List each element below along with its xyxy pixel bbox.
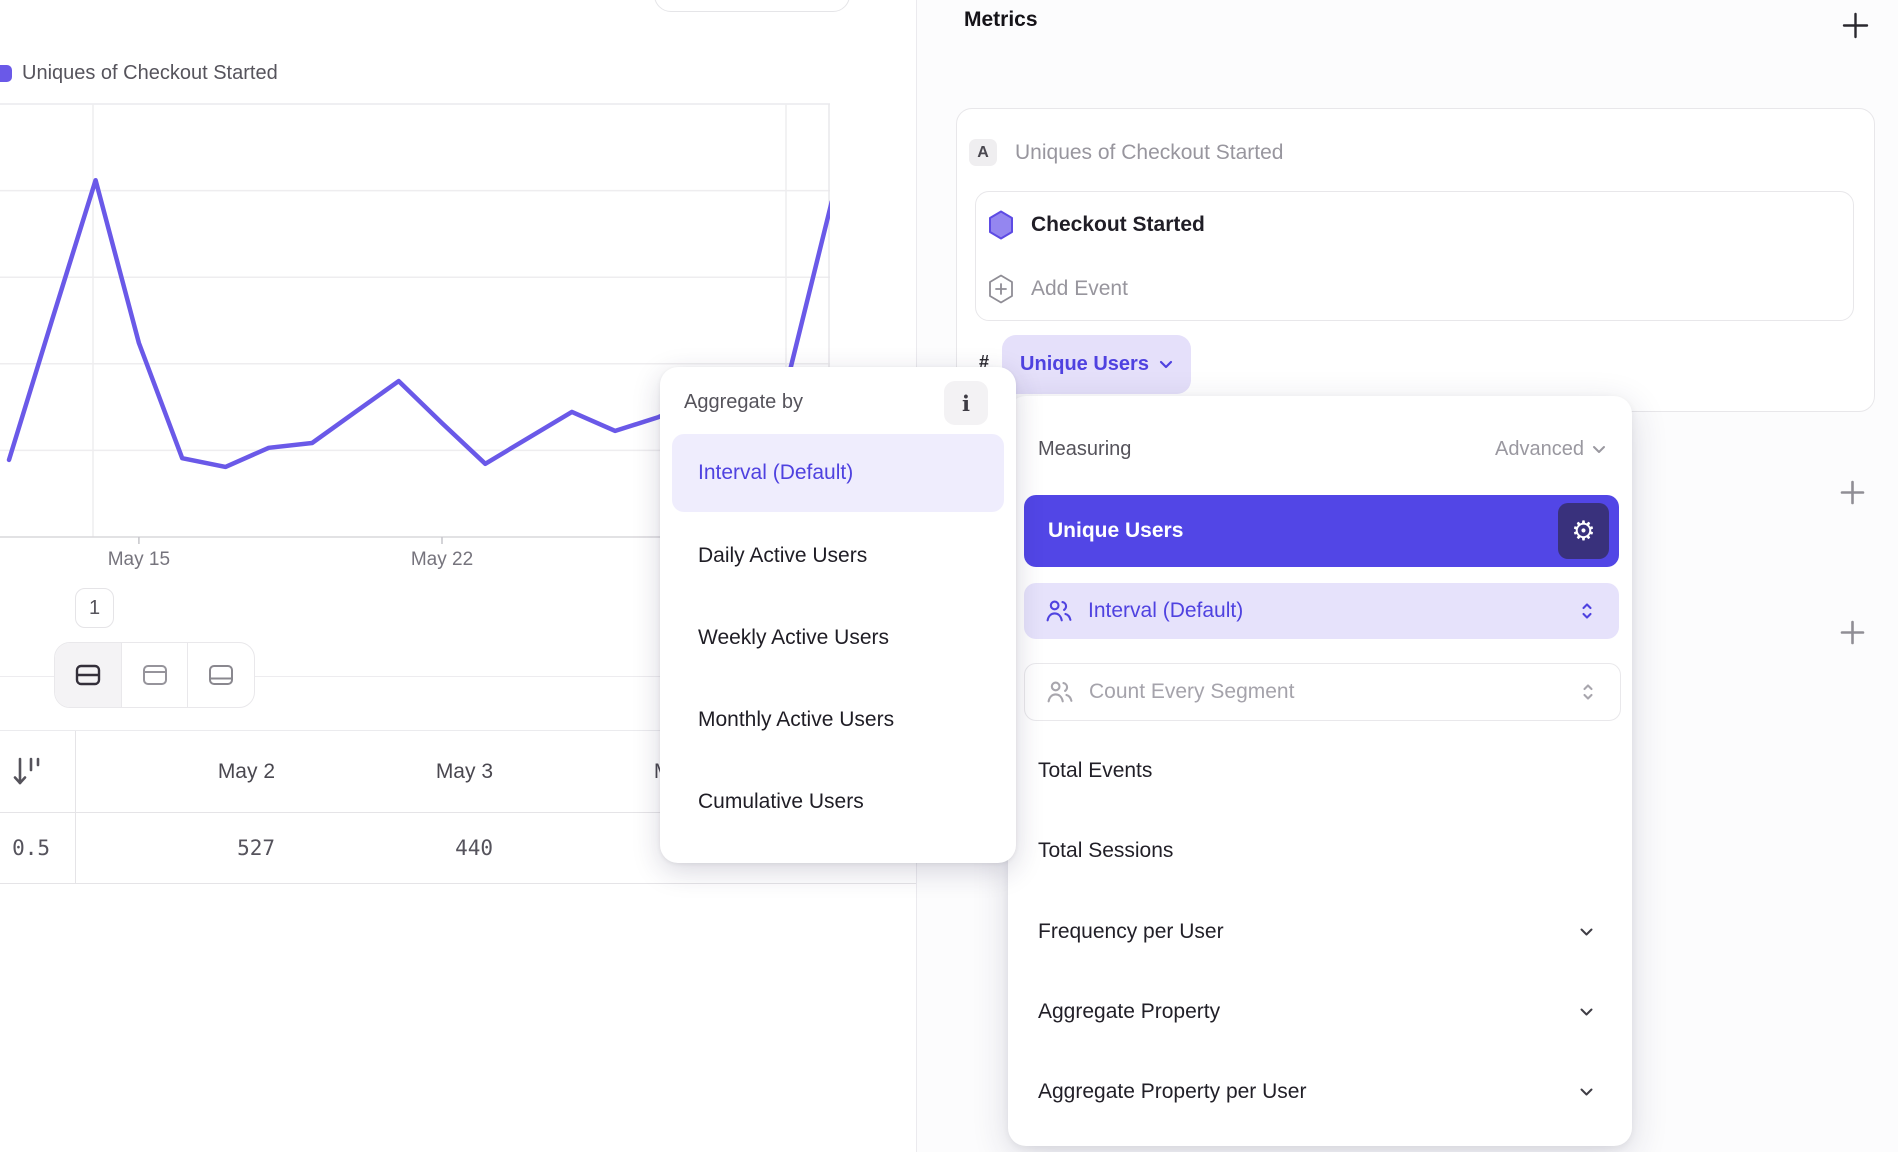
settings-button[interactable]: ⚙ [1558, 503, 1609, 559]
add-event-hexagon-icon [989, 274, 1013, 304]
measuring-item-frequency-per-user[interactable]: Frequency per User [1008, 904, 1632, 960]
measuring-item-aggregate-property[interactable]: Aggregate Property [1008, 984, 1632, 1040]
aggregate-menu-item-interval-default[interactable]: Interval (Default) [672, 434, 1004, 512]
section-divider [0, 676, 916, 677]
event-name: Checkout Started [1031, 213, 1205, 236]
add-event-row[interactable]: Add Event [988, 272, 1128, 306]
layout-bottom-icon [209, 665, 234, 685]
add-event-label: Add Event [1031, 277, 1128, 300]
segment-select-label: Count Every Segment [1089, 680, 1295, 703]
table-column-header[interactable]: May 2 [217, 759, 275, 783]
aggregate-menu-item-weekly-active-users[interactable]: Weekly Active Users [672, 598, 1004, 678]
chart-legend: Uniques of Checkout Started [0, 62, 278, 85]
chevron-down-icon [1580, 1088, 1593, 1096]
measure-label: Unique Users [1020, 353, 1149, 375]
layout-top-icon [142, 665, 167, 685]
add-metric-button[interactable] [1834, 4, 1876, 46]
layout-split-button[interactable] [55, 643, 122, 707]
aggregate-menu-item-cumulative-users[interactable]: Cumulative Users [672, 762, 1004, 842]
page-number-badge[interactable]: 1 [75, 588, 114, 628]
measuring-selected-label: Unique Users [1048, 519, 1184, 542]
sort-icon[interactable] [12, 755, 42, 789]
plus-icon [1842, 12, 1868, 38]
table-data-row: 0.5 527 440 [0, 813, 916, 884]
plus-icon [1840, 480, 1864, 504]
updown-chevrons-icon [1583, 684, 1593, 700]
updown-chevrons-icon [1582, 603, 1592, 619]
measuring-option-unique-users[interactable]: Unique Users ⚙ [1024, 495, 1619, 567]
menu-item-label: Frequency per User [1038, 920, 1224, 943]
measuring-item-aggregate-property-per-user[interactable]: Aggregate Property per User [1008, 1064, 1632, 1120]
table-column-header[interactable]: May 3 [435, 759, 493, 783]
legend-label: Uniques of Checkout Started [22, 62, 278, 84]
users-icon [1047, 681, 1073, 703]
metric-letter-badge: A [969, 139, 997, 166]
menu-item-label: Cumulative Users [698, 790, 864, 813]
menu-item-label: Monthly Active Users [698, 708, 895, 731]
aggregate-by-title: Aggregate by [684, 391, 803, 413]
chevron-down-icon [1159, 360, 1173, 369]
x-axis-tick-label: May 22 [410, 549, 474, 570]
interval-select[interactable]: Interval (Default) [1024, 583, 1619, 639]
metric-card: A Uniques of Checkout Started Checkout S… [956, 108, 1875, 412]
measuring-title: Measuring [1038, 438, 1132, 460]
table-row-label: 0.5 [12, 836, 50, 860]
layout-toggle-group [54, 642, 255, 708]
hexagon-event-icon [989, 210, 1013, 240]
interval-select-label: Interval (Default) [1088, 599, 1244, 622]
aggregate-by-popover: Aggregate by i Interval (Default) Daily A… [660, 367, 1016, 863]
layout-bottom-button[interactable] [188, 643, 254, 707]
advanced-toggle[interactable]: Advanced [1495, 438, 1606, 461]
layout-split-icon [75, 664, 101, 686]
layout-top-button[interactable] [122, 643, 189, 707]
measure-dropdown-button[interactable]: Unique Users [1002, 335, 1191, 394]
table-column-divider [75, 731, 76, 883]
count-symbol: # [979, 352, 990, 372]
menu-item-label: Aggregate Property [1038, 1000, 1221, 1023]
menu-item-label: Total Events [1038, 759, 1153, 782]
add-breakdown-button[interactable] [1834, 614, 1870, 650]
info-icon[interactable]: i [944, 381, 988, 425]
aggregate-menu-item-daily-active-users[interactable]: Daily Active Users [672, 516, 1004, 596]
plus-icon [1840, 620, 1864, 644]
menu-item-label: Weekly Active Users [698, 626, 889, 649]
menu-item-label: Interval (Default) [698, 461, 854, 484]
event-card: Checkout Started Add Event [975, 191, 1854, 321]
aggregate-menu-item-monthly-active-users[interactable]: Monthly Active Users [672, 680, 1004, 760]
metrics-panel-title: Metrics [964, 8, 1038, 31]
measuring-item-total-events[interactable]: Total Events [1008, 743, 1632, 799]
event-row[interactable]: Checkout Started [988, 208, 1205, 242]
add-filter-button[interactable] [1834, 474, 1870, 510]
x-axis-tick-label: May 15 [107, 549, 171, 570]
chevron-down-icon [1593, 446, 1605, 453]
chevron-down-icon [1580, 928, 1593, 936]
menu-item-label: Aggregate Property per User [1038, 1080, 1307, 1103]
menu-item-label: Daily Active Users [698, 544, 868, 567]
menu-item-label: Total Sessions [1038, 839, 1174, 862]
gear-icon: ⚙ [1571, 515, 1596, 547]
table-cell-value: 527 [237, 836, 275, 860]
x-axis-ticks [138, 537, 443, 544]
advanced-label: Advanced [1495, 438, 1584, 460]
table-cell-value: 440 [455, 836, 493, 860]
measuring-item-total-sessions[interactable]: Total Sessions [1008, 823, 1632, 879]
legend-color-marker [0, 65, 12, 82]
users-icon [1046, 600, 1072, 622]
measuring-popover: Measuring Advanced Unique Users ⚙ [1008, 396, 1632, 1146]
segment-select[interactable]: Count Every Segment [1024, 663, 1621, 721]
chevron-down-icon [1580, 1008, 1593, 1016]
metric-card-title[interactable]: Uniques of Checkout Started [1015, 140, 1284, 164]
